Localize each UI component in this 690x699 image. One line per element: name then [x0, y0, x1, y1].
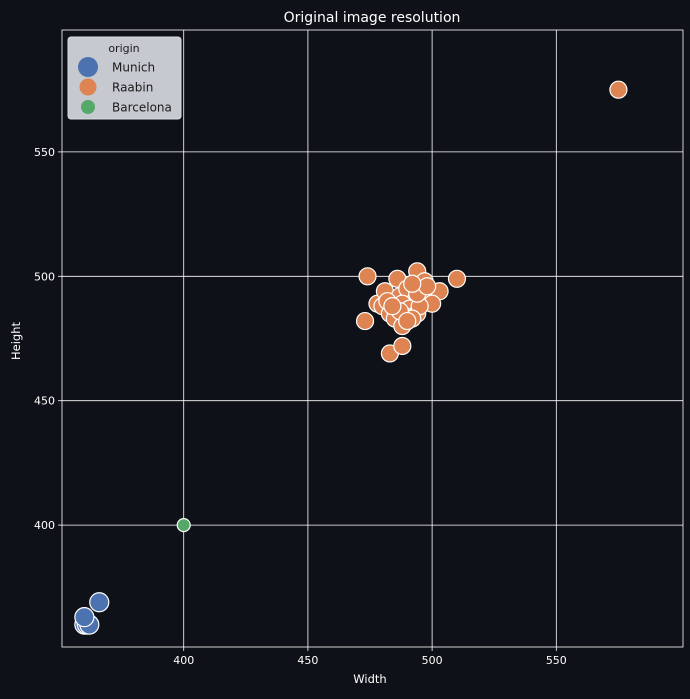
legend-box [67, 36, 182, 120]
data-point-munich [74, 607, 95, 628]
data-point-raabin [355, 311, 375, 331]
y-axis-label: Height [9, 322, 23, 361]
data-point-raabin [358, 267, 377, 286]
data-points [74, 80, 628, 635]
data-point-raabin [609, 80, 628, 99]
data-point-raabin [418, 277, 437, 296]
legend-marker-barcelona [81, 100, 95, 114]
legend-label-munich: Munich [112, 61, 155, 75]
grid-lines [62, 30, 683, 647]
y-tick-label: 450 [34, 395, 55, 408]
data-point-raabin [393, 336, 412, 356]
legend-label-raabin: Raabin [112, 81, 153, 95]
y-tick-label: 550 [34, 146, 55, 159]
y-tick-label: 500 [34, 270, 55, 283]
x-tick-label: 400 [173, 654, 194, 667]
x-tick-label: 550 [546, 654, 567, 667]
plot-area [61, 29, 684, 648]
chart-title: Original image resolution [284, 10, 461, 26]
legend-marker-raabin [79, 78, 97, 96]
data-point-barcelona [176, 517, 191, 533]
data-point-raabin [398, 311, 417, 331]
data-point-raabin [447, 269, 467, 288]
axis-ticks: 400 450 500 550 400 450 500 550 [34, 146, 567, 667]
legend-title: origin [108, 42, 139, 55]
data-point-raabin [383, 297, 402, 316]
data-point-munich [89, 592, 110, 613]
x-tick-label: 500 [422, 654, 443, 667]
x-tick-label: 450 [297, 654, 318, 667]
y-tick-label: 400 [34, 519, 55, 532]
x-axis-label: Width [353, 672, 386, 686]
data-point-raabin [403, 274, 422, 293]
legend-label-barcelona: Barcelona [112, 101, 172, 115]
legend: origin Munich Raabin Barcelona [67, 36, 182, 120]
legend-marker-munich [78, 57, 98, 77]
